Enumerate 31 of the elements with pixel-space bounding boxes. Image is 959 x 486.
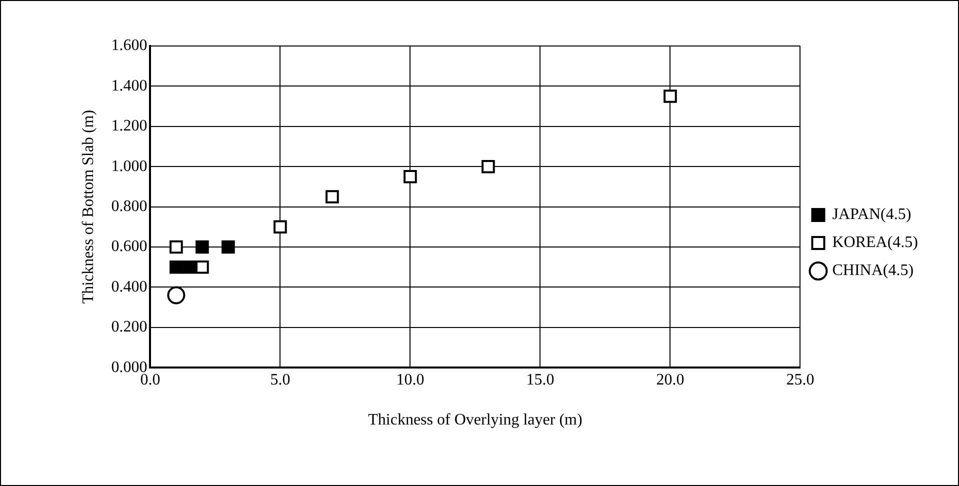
x-tick-label: 5.0 xyxy=(270,371,290,388)
y-tick-label: 0.400 xyxy=(111,278,148,296)
point xyxy=(170,260,183,274)
y-tick-label: 1.400 xyxy=(111,77,148,94)
y-tick-label: 0.800 xyxy=(111,198,148,216)
point xyxy=(222,240,235,254)
point xyxy=(196,240,209,254)
y-tick-label: 1.000 xyxy=(111,158,148,175)
x-tick-label: 25.0 xyxy=(786,371,814,388)
legend-label: JAPAN(4.5) xyxy=(832,206,912,224)
point xyxy=(196,260,209,274)
legend-label: CHINA(4.5) xyxy=(832,262,914,280)
point xyxy=(167,286,186,304)
x-axis-title: Thickness of Overlying layer (m) xyxy=(368,412,582,429)
y-tick-label: 1.600 xyxy=(111,37,148,54)
y-tick-label: 0.200 xyxy=(111,318,148,336)
point xyxy=(326,190,339,204)
y-tick-label: 1.200 xyxy=(111,118,148,135)
point xyxy=(404,170,417,184)
x-tick-label: 20.0 xyxy=(656,371,684,388)
point xyxy=(482,160,495,174)
point xyxy=(274,220,287,234)
x-tick-label: 0.0 xyxy=(140,371,160,388)
legend-label: KOREA(4.5) xyxy=(832,234,918,252)
y-axis-title: Thickness of Bottom Slab (m) xyxy=(80,110,97,304)
x-tick-label: 10.0 xyxy=(396,371,424,388)
y-tick-label: 0.600 xyxy=(111,238,148,256)
x-tick-label: 15.0 xyxy=(526,371,554,388)
point xyxy=(664,90,677,103)
point xyxy=(170,240,183,254)
point xyxy=(182,260,196,274)
